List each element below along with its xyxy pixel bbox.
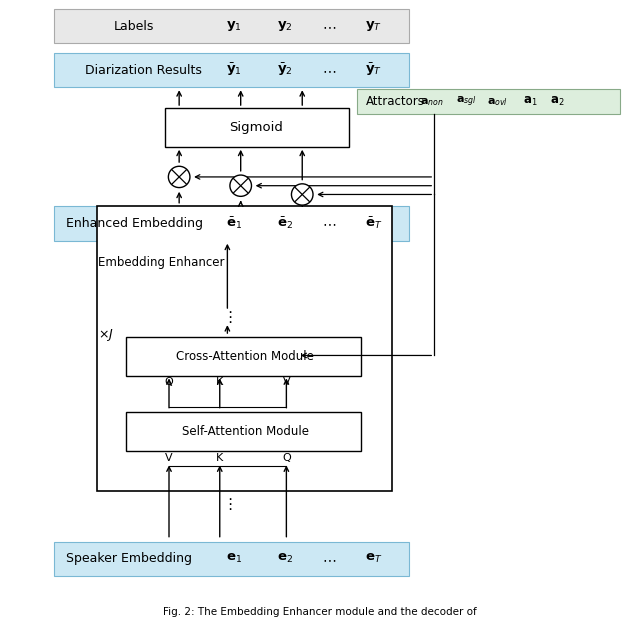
Text: $\bar{\mathbf{y}}_T$: $\bar{\mathbf{y}}_T$ xyxy=(365,62,383,78)
Text: $\bar{\mathbf{y}}_1$: $\bar{\mathbf{y}}_1$ xyxy=(227,62,242,78)
Text: V: V xyxy=(165,453,173,463)
Text: $\mathbf{a}_1$: $\mathbf{a}_1$ xyxy=(523,95,538,108)
FancyBboxPatch shape xyxy=(127,412,361,451)
FancyBboxPatch shape xyxy=(356,89,620,114)
Text: K: K xyxy=(216,453,223,463)
Text: K: K xyxy=(216,377,223,387)
FancyBboxPatch shape xyxy=(54,542,409,576)
Text: $\mathbf{y}_T$: $\mathbf{y}_T$ xyxy=(365,19,383,33)
Text: Cross-Attention Module: Cross-Attention Module xyxy=(176,349,314,363)
Circle shape xyxy=(168,166,190,188)
FancyBboxPatch shape xyxy=(54,53,409,87)
FancyBboxPatch shape xyxy=(164,108,349,147)
Text: $\times J$: $\times J$ xyxy=(98,327,114,343)
Text: $\cdots$: $\cdots$ xyxy=(323,552,337,566)
FancyBboxPatch shape xyxy=(54,207,409,241)
Text: V: V xyxy=(283,377,290,387)
Text: $\vdots$: $\vdots$ xyxy=(222,496,232,512)
Text: Q: Q xyxy=(164,377,173,387)
Text: Attractors: Attractors xyxy=(365,95,424,108)
FancyBboxPatch shape xyxy=(127,337,361,375)
Circle shape xyxy=(291,184,313,205)
Text: $\bar{\mathbf{e}}_T$: $\bar{\mathbf{e}}_T$ xyxy=(365,216,383,231)
Text: Labels: Labels xyxy=(114,20,154,33)
Text: $\mathbf{e}_T$: $\mathbf{e}_T$ xyxy=(365,552,383,565)
Text: $\bar{\mathbf{e}}_2$: $\bar{\mathbf{e}}_2$ xyxy=(277,216,293,231)
Text: $\cdots$: $\cdots$ xyxy=(323,63,337,77)
Text: $\mathbf{y}_1$: $\mathbf{y}_1$ xyxy=(227,19,242,33)
Text: Diarization Results: Diarization Results xyxy=(85,64,202,76)
Text: Fig. 2: The Embedding Enhancer module and the decoder of: Fig. 2: The Embedding Enhancer module an… xyxy=(163,607,477,617)
Text: $\vdots$: $\vdots$ xyxy=(222,309,232,325)
FancyBboxPatch shape xyxy=(54,9,409,44)
Circle shape xyxy=(230,175,252,197)
Text: $\mathbf{y}_2$: $\mathbf{y}_2$ xyxy=(277,19,293,33)
Text: $\mathbf{a}_{sgl}$: $\mathbf{a}_{sgl}$ xyxy=(456,95,477,109)
Text: $\bar{\mathbf{y}}_2$: $\bar{\mathbf{y}}_2$ xyxy=(277,62,293,78)
Text: $\cdots$: $\cdots$ xyxy=(323,19,337,33)
Text: $\mathbf{e}_1$: $\mathbf{e}_1$ xyxy=(227,552,243,565)
Text: $\cdots$: $\cdots$ xyxy=(323,217,337,231)
Text: $\mathbf{e}_2$: $\mathbf{e}_2$ xyxy=(277,552,293,565)
Text: $\mathbf{a}_{non}$: $\mathbf{a}_{non}$ xyxy=(420,96,444,107)
Text: Speaker Embedding: Speaker Embedding xyxy=(66,552,192,565)
Text: Embedding Enhancer: Embedding Enhancer xyxy=(98,256,225,269)
Text: Enhanced Embedding: Enhanced Embedding xyxy=(66,217,204,230)
FancyBboxPatch shape xyxy=(97,207,392,492)
Text: $\mathbf{a}_2$: $\mathbf{a}_2$ xyxy=(550,95,564,108)
Text: Self-Attention Module: Self-Attention Module xyxy=(182,425,308,438)
Text: $\bar{\mathbf{e}}_1$: $\bar{\mathbf{e}}_1$ xyxy=(227,216,243,231)
Text: Q: Q xyxy=(282,453,291,463)
Text: $\mathbf{a}_{ovl}$: $\mathbf{a}_{ovl}$ xyxy=(488,96,509,107)
Text: Sigmoid: Sigmoid xyxy=(230,121,284,134)
